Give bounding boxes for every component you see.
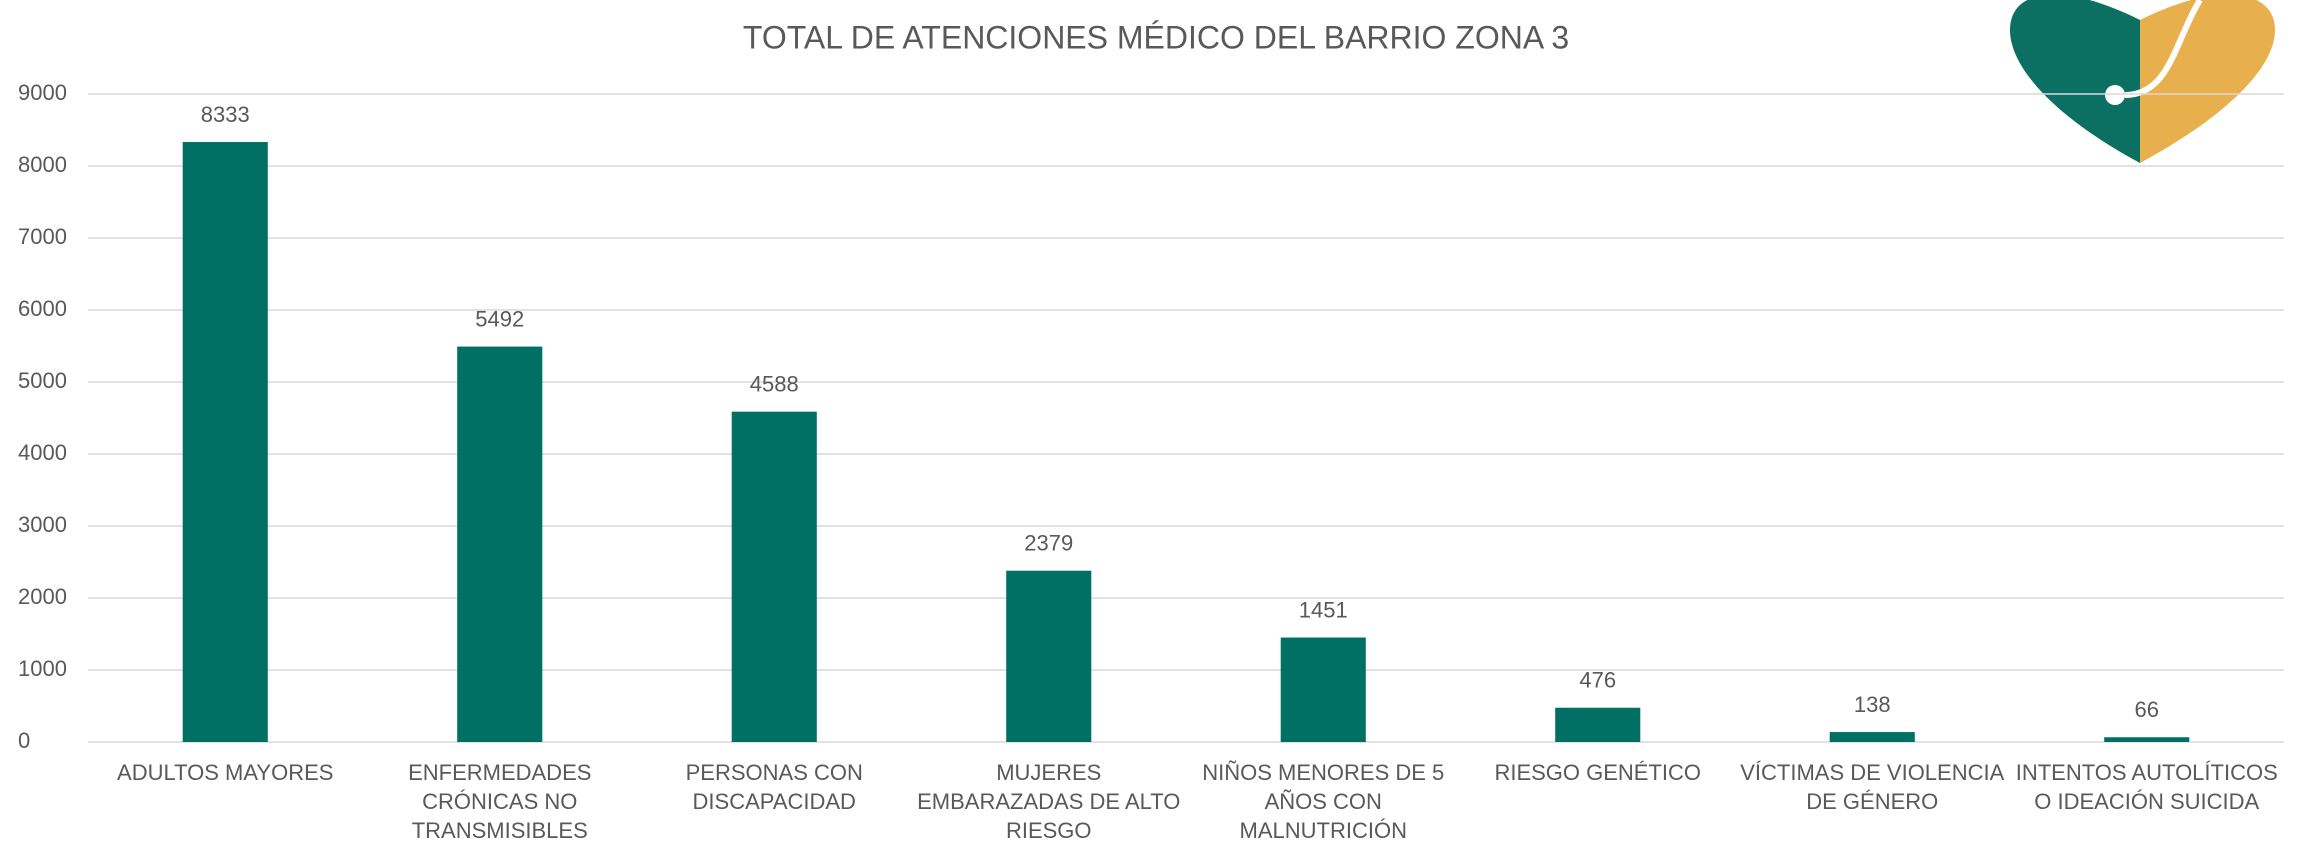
y-tick-label: 3000 <box>18 512 67 537</box>
bar <box>1829 732 1915 742</box>
x-tick-label: ENFERMEDADES CRÓNICAS NO TRANSMISIBLES D… <box>408 760 592 842</box>
bar <box>731 411 817 742</box>
x-tick-label: PERSONAS CON DISCAPACIDAD <box>685 760 863 814</box>
logo <box>2010 0 2275 163</box>
x-tick-label: MUJERES EMBARAZADAS DE ALTO RIESGO <box>917 760 1181 842</box>
x-tick-label: INTENTOS AUTOLÍTICOS O IDEACIÓN SUICIDA <box>2015 760 2278 814</box>
bar <box>1006 570 1092 742</box>
y-tick-label: 1000 <box>18 656 67 681</box>
y-tick-label: 2000 <box>18 584 67 609</box>
x-tick-label: NIÑOS MENORES DE 5 AÑOS CON MALNUTRICIÓN <box>1202 760 1445 842</box>
data-label: 1451 <box>1299 597 1348 622</box>
y-tick-label: 8000 <box>18 152 67 177</box>
y-tick-label: 4000 <box>18 440 67 465</box>
bar <box>1555 707 1641 742</box>
data-label: 138 <box>1854 692 1891 717</box>
data-label: 5492 <box>475 306 524 331</box>
bar <box>457 346 543 742</box>
y-tick-label: 7000 <box>18 224 67 249</box>
data-label: 2379 <box>1024 531 1073 556</box>
bar <box>182 142 268 743</box>
y-tick-label: 5000 <box>18 368 67 393</box>
y-tick-label: 9000 <box>18 80 67 105</box>
x-tick-label: VÍCTIMAS DE VIOLENCIA DE GÉNERO <box>1740 760 2005 814</box>
x-tick-label: RIESGO GENÉTICO <box>1494 760 1702 785</box>
data-label: 476 <box>1579 668 1616 693</box>
y-tick-label: 0 <box>18 728 30 753</box>
x-tick-label: ADULTOS MAYORES <box>117 760 334 785</box>
data-label: 8333 <box>201 102 250 127</box>
data-label: 66 <box>2135 697 2159 722</box>
chart-title: TOTAL DE ATENCIONES MÉDICO DEL BARRIO ZO… <box>743 19 1569 55</box>
data-label: 4588 <box>750 371 799 396</box>
bar <box>2104 737 2190 742</box>
bar <box>1280 637 1366 742</box>
y-tick-label: 6000 <box>18 296 67 321</box>
